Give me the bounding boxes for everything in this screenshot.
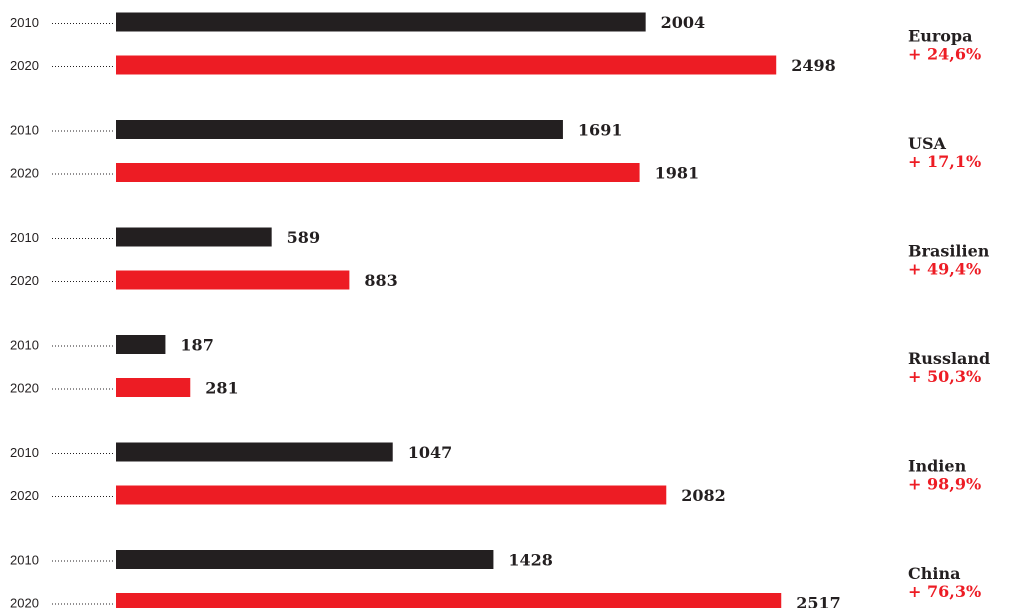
value-label: 281 [205,379,238,398]
year-label: 2020 [10,166,39,181]
region-change: + 24,6% [908,45,981,64]
region-change: + 76,3% [908,582,981,601]
bar-usa-2020 [116,163,640,182]
year-label: 2010 [10,15,39,30]
bar-europa-2010 [116,12,646,32]
bar-indien-2020 [116,485,667,505]
bar-china-2010 [116,550,494,569]
bar-china-2020 [116,593,782,608]
value-label: 1428 [508,551,553,570]
region-change: + 49,4% [908,260,981,279]
region-change: + 50,3% [908,367,981,386]
year-label: 2020 [10,381,39,396]
year-label: 2010 [10,553,39,568]
year-label: 2020 [10,273,39,288]
value-label: 883 [364,271,397,290]
bar-europa-2020 [116,55,777,75]
bar-usa-2010 [116,120,563,139]
bar-russland-2020 [116,378,191,397]
region-name: Russland [908,349,990,368]
value-label: 1691 [578,121,623,140]
value-label: 589 [287,228,320,247]
region-name: China [908,564,960,583]
value-label: 2498 [791,56,836,75]
value-label: 2004 [661,13,706,32]
region-name: Brasilien [908,242,990,261]
bar-russland-2010 [116,335,166,354]
year-label: 2010 [10,338,39,353]
year-label: 2020 [10,58,39,73]
value-label: 1047 [408,443,453,462]
year-label: 2020 [10,596,39,608]
year-label: 2010 [10,445,39,460]
value-label: 2082 [681,486,726,505]
region-name: USA [908,134,947,153]
bar-brasilien-2020 [116,270,350,290]
bar-indien-2010 [116,442,393,462]
year-label: 2010 [10,123,39,138]
bar-brasilien-2010 [116,227,272,247]
value-label: 2517 [796,594,841,608]
year-label: 2020 [10,488,39,503]
region-name: Europa [908,27,972,46]
value-label: 187 [180,336,213,355]
region-change: + 17,1% [908,152,981,171]
region-name: Indien [908,457,967,476]
value-label: 1981 [655,164,700,183]
year-label: 2010 [10,230,39,245]
region-change: + 98,9% [908,475,981,494]
